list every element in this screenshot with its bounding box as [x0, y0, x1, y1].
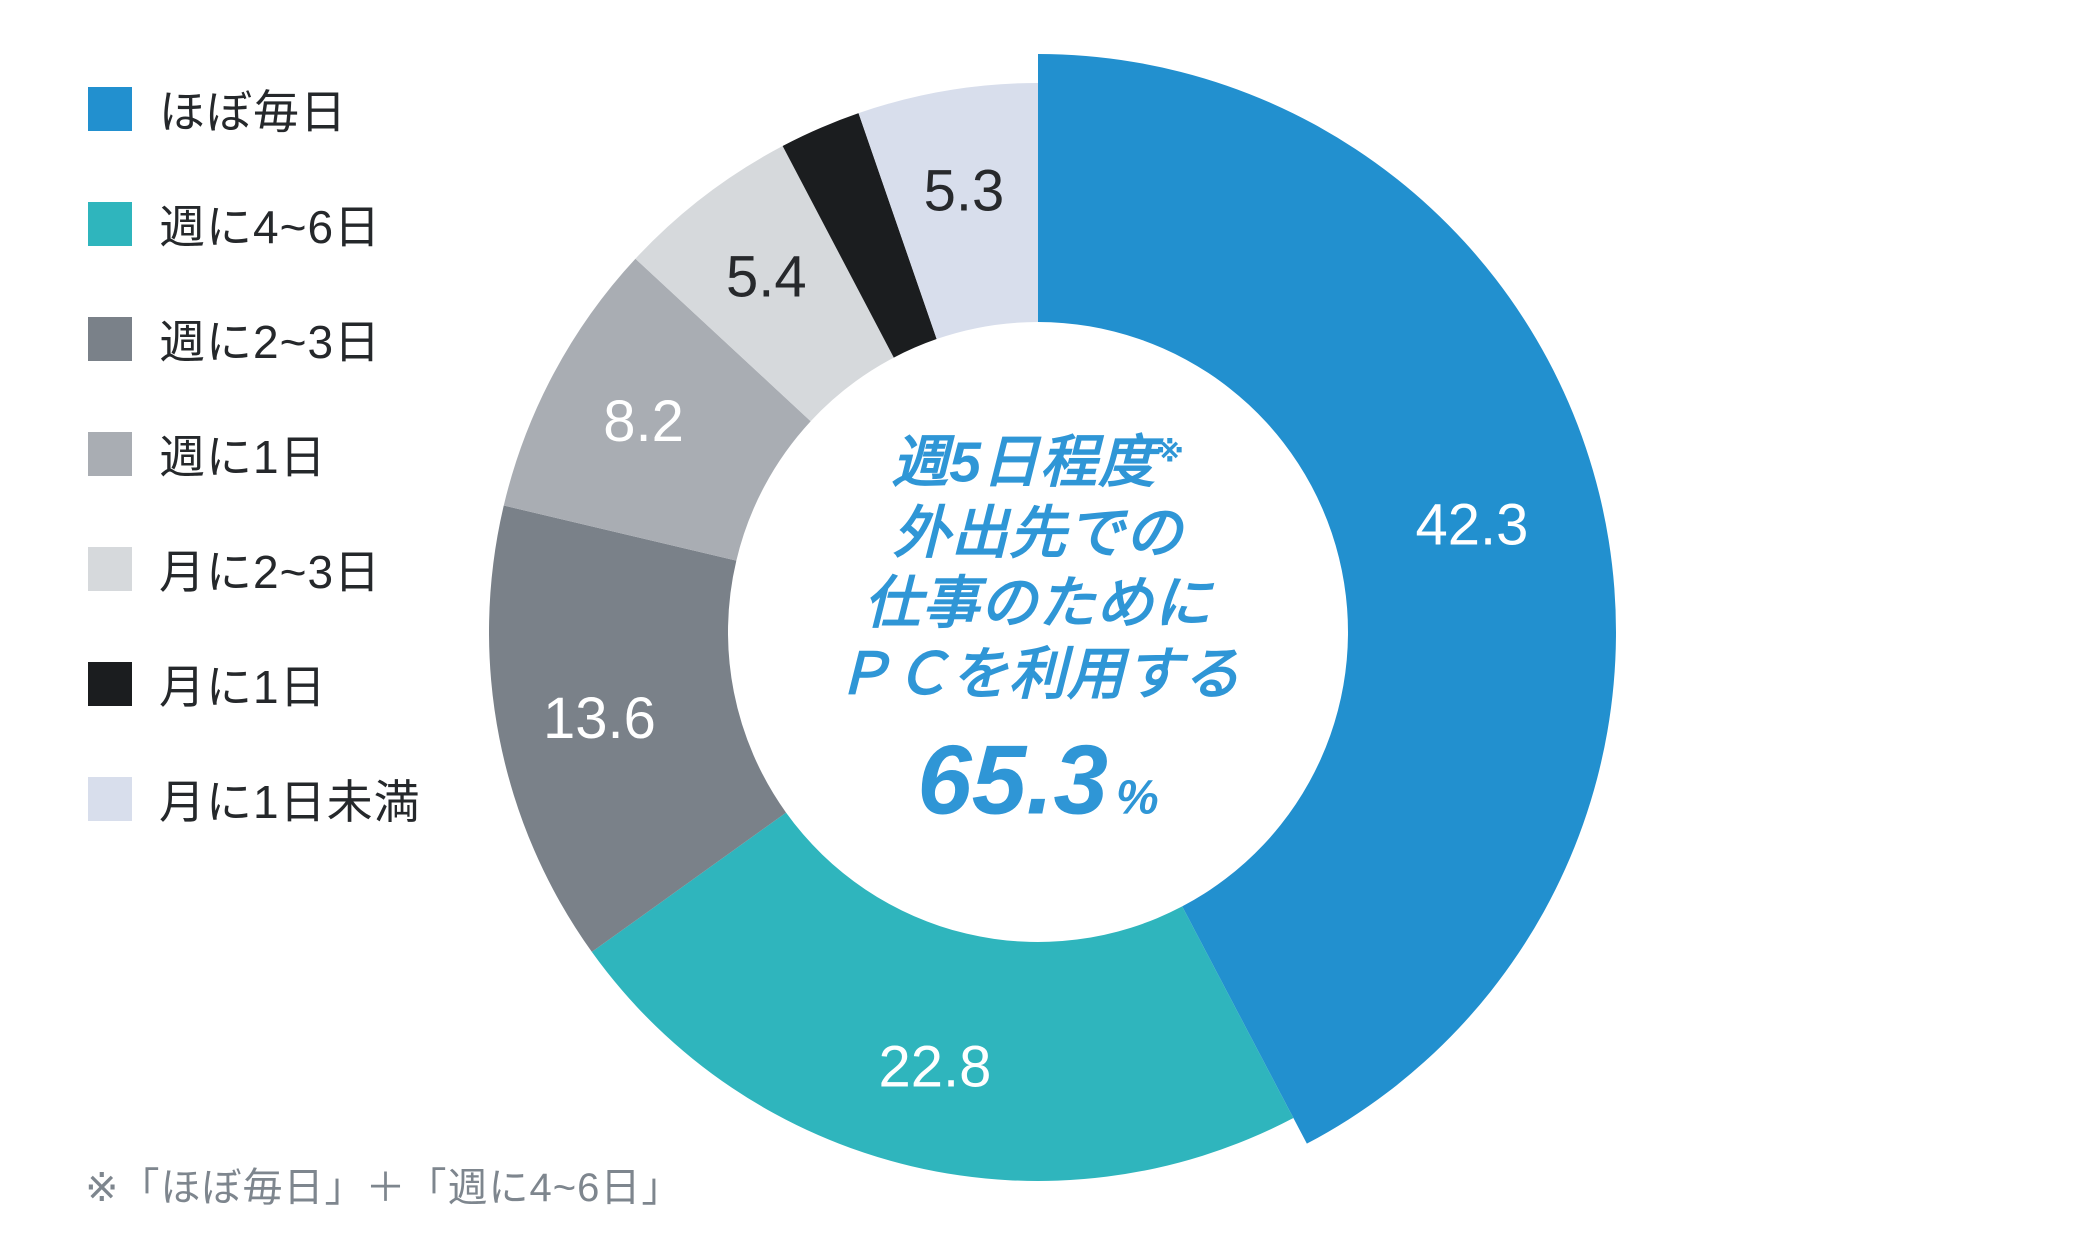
pie-segment-value-label: 42.3 — [1416, 492, 1529, 557]
center-percentage-value: 65.3 — [917, 724, 1109, 835]
pie-segment-value-label: 8.2 — [603, 389, 684, 454]
legend-item-0: ほぼ毎日 — [88, 76, 421, 142]
legend-swatch-icon — [88, 202, 132, 246]
pie-segment-value-label: 22.8 — [879, 1035, 992, 1100]
pie-segment-0 — [1038, 54, 1616, 1144]
footnote: ※「ほぼ毎日」＋「週に4~6日」 — [85, 1166, 683, 1210]
center-label-line: ＰＣを利用する — [835, 642, 1241, 707]
donut-center-label: 週5日程度※ 外出先での 仕事のために ＰＣを利用する 65.3% — [718, 428, 1358, 829]
legend-swatch-icon — [88, 547, 132, 591]
pie-segment-2 — [489, 505, 787, 952]
pie-segment-value-label: 5.4 — [726, 245, 807, 310]
legend-item-label: 月に2~3日 — [159, 546, 382, 598]
pie-segment-value-label: 13.6 — [543, 686, 656, 751]
legend-item-label: 週に1日 — [159, 431, 327, 483]
legend-item-label: 週に2~3日 — [159, 316, 382, 368]
legend-item-2: 週に2~3日 — [88, 306, 421, 372]
pie-segment-value-label: 5.3 — [924, 159, 1005, 224]
legend-item-label: 週に4~6日 — [159, 201, 382, 253]
legend-item-label: 月に1日未満 — [159, 776, 421, 828]
center-label-line: 週5日程度※ — [891, 430, 1185, 495]
pie-segment-3 — [503, 258, 811, 561]
center-percentage: 65.3% — [718, 730, 1358, 828]
center-percentage-unit: % — [1116, 771, 1159, 825]
legend-item-6: 月に1日未満 — [88, 766, 421, 832]
legend-swatch-icon — [88, 87, 132, 131]
footnote-marker-icon: ※ — [1155, 436, 1185, 469]
legend-item-1: 週に4~6日 — [88, 191, 421, 257]
center-label-line: 外出先での — [893, 501, 1183, 566]
legend-swatch-icon — [88, 432, 132, 476]
legend: ほぼ毎日週に4~6日 週に2~3日 週に1日月に2~3日 月に1日月に1日未満 — [88, 76, 421, 832]
legend-item-5: 月に1日 — [88, 651, 421, 717]
legend-item-label: 月に1日 — [159, 661, 327, 713]
legend-item-4: 月に2~3日 — [88, 536, 421, 602]
center-label-text: 週5日程度※ 外出先での 仕事のために ＰＣを利用する — [718, 428, 1358, 711]
legend-swatch-icon — [88, 662, 132, 706]
legend-swatch-icon — [88, 317, 132, 361]
pie-segment-6 — [858, 83, 1038, 340]
center-label-line: 仕事のために — [864, 572, 1212, 636]
pie-segment-1 — [591, 812, 1294, 1182]
pie-segment-4 — [635, 146, 894, 422]
legend-item-label: ほぼ毎日 — [159, 86, 347, 138]
legend-swatch-icon — [88, 777, 132, 821]
pie-segment-5 — [782, 113, 937, 358]
legend-item-3: 週に1日 — [88, 421, 421, 487]
